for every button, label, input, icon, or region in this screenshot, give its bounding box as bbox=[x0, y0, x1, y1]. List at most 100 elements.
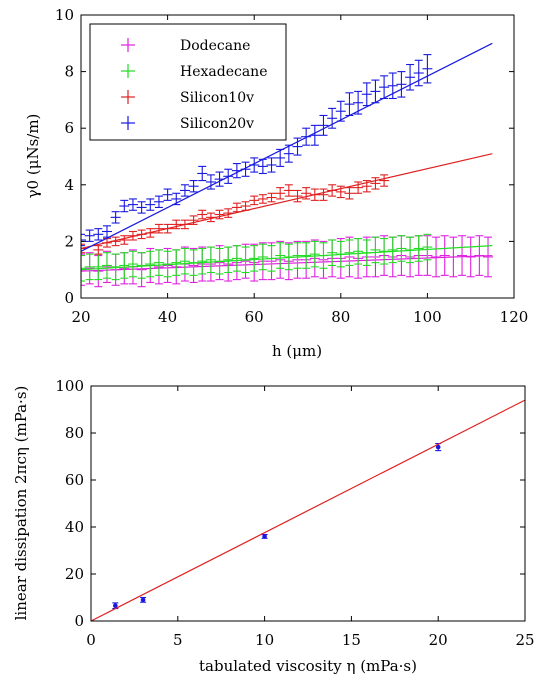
data-point bbox=[292, 137, 303, 156]
data-point bbox=[136, 201, 147, 214]
data-point bbox=[249, 195, 260, 206]
data-point bbox=[257, 243, 268, 271]
data-point bbox=[344, 187, 355, 200]
y-tick-label: 40 bbox=[65, 518, 84, 536]
data-point bbox=[318, 188, 329, 201]
data-point bbox=[205, 246, 216, 274]
data-point bbox=[327, 239, 338, 267]
data-point bbox=[422, 233, 433, 261]
data-point bbox=[101, 252, 112, 279]
data-point bbox=[275, 187, 286, 200]
data-point bbox=[153, 195, 164, 208]
data-point bbox=[457, 235, 468, 276]
data-point bbox=[119, 199, 130, 213]
y-tick-label: 4 bbox=[64, 176, 74, 194]
data-point bbox=[266, 192, 277, 203]
data-point bbox=[145, 250, 156, 278]
data-point bbox=[153, 223, 164, 234]
x-tick-label: 100 bbox=[413, 308, 442, 326]
data-point bbox=[483, 236, 494, 278]
data-point bbox=[422, 54, 433, 84]
data-point bbox=[275, 242, 286, 269]
top-plot: 20 40 60 80 100 120 0 2 4 6 8 10 Dodecane Hexadecane… bbox=[24, 6, 528, 360]
data-point bbox=[93, 253, 104, 281]
legend-label: Dodecane bbox=[180, 38, 250, 54]
top-plot-series bbox=[81, 42, 494, 288]
data-point bbox=[301, 187, 312, 200]
data-point bbox=[197, 247, 208, 275]
x-tick-label: 0 bbox=[86, 631, 96, 649]
data-point bbox=[370, 79, 381, 104]
bottom-plot: 0 5 10 15 20 25 0 20 40 60 80 100 tabulated viscosi… bbox=[12, 377, 535, 675]
data-point bbox=[396, 71, 407, 98]
data-point bbox=[292, 242, 303, 269]
data-point bbox=[179, 184, 190, 197]
data-point bbox=[327, 107, 338, 129]
bottom-plot-frame bbox=[90, 385, 526, 622]
data-point bbox=[231, 245, 242, 272]
y-tick-label: 60 bbox=[65, 471, 84, 489]
data-point bbox=[162, 188, 173, 201]
plot-area bbox=[91, 399, 525, 621]
data-point bbox=[197, 209, 208, 220]
x-tick-label: 5 bbox=[173, 631, 183, 649]
data-point bbox=[127, 198, 138, 211]
data-point bbox=[370, 236, 381, 264]
top-plot-frame bbox=[80, 14, 515, 299]
x-tick-label: 15 bbox=[342, 631, 361, 649]
data-point bbox=[153, 249, 164, 276]
data-point bbox=[353, 238, 364, 265]
data-point bbox=[318, 114, 329, 136]
data-point bbox=[119, 252, 130, 279]
data-point bbox=[361, 180, 372, 193]
data-point bbox=[93, 245, 104, 255]
data-point bbox=[379, 174, 390, 187]
data-point bbox=[396, 235, 407, 262]
data-point bbox=[439, 235, 450, 276]
data-point bbox=[361, 82, 372, 107]
bottom-plot-ticks: 0 5 10 15 20 25 0 20 40 60 80 100 bbox=[55, 377, 534, 649]
bottom-y-axis-label: linear dissipation 2πcη (mPa·s) bbox=[12, 386, 30, 621]
x-tick-label: 80 bbox=[331, 308, 350, 326]
legend-label: Hexadecane bbox=[180, 64, 267, 80]
data-point bbox=[335, 100, 346, 122]
data-point bbox=[214, 209, 225, 220]
fit-line-dodecane bbox=[81, 254, 493, 272]
data-point bbox=[93, 228, 104, 241]
x-tick-label: 120 bbox=[500, 308, 529, 326]
legend-item-dodecane: Dodecane bbox=[121, 38, 250, 54]
data-point bbox=[127, 230, 138, 241]
data-point bbox=[205, 174, 216, 190]
data-point bbox=[249, 245, 260, 272]
data-point bbox=[84, 253, 95, 281]
data-point bbox=[127, 250, 138, 278]
data-point bbox=[379, 75, 390, 100]
top-plot-ticks: 20 40 60 80 100 120 0 2 4 6 8 10 bbox=[55, 6, 528, 326]
series-silicon10v bbox=[81, 153, 493, 255]
series-dodecane bbox=[81, 235, 494, 288]
data-point bbox=[413, 235, 424, 262]
data-point bbox=[431, 236, 442, 278]
data-point bbox=[405, 63, 416, 91]
series-silicon20v bbox=[81, 42, 493, 252]
fit-line-silicon20v bbox=[81, 42, 493, 252]
data-point bbox=[344, 92, 355, 117]
data-point bbox=[81, 255, 86, 282]
bottom-x-axis-label: tabulated viscosity η (mPa·s) bbox=[199, 657, 417, 675]
data-point bbox=[197, 165, 208, 182]
y-tick-label: 80 bbox=[65, 424, 84, 442]
data-point bbox=[387, 236, 398, 264]
data-point bbox=[292, 189, 303, 203]
series-series-0 bbox=[91, 399, 525, 621]
y-tick-label: 0 bbox=[74, 612, 84, 630]
data-point bbox=[309, 240, 320, 268]
data-point bbox=[257, 158, 268, 175]
top-x-axis-label: h (μm) bbox=[272, 342, 322, 360]
data-point bbox=[110, 211, 121, 224]
data-point bbox=[240, 201, 251, 211]
data-point bbox=[301, 127, 312, 146]
fit-line-hexadecane bbox=[81, 245, 493, 271]
data-point bbox=[379, 238, 390, 265]
x-tick-label: 20 bbox=[429, 631, 448, 649]
